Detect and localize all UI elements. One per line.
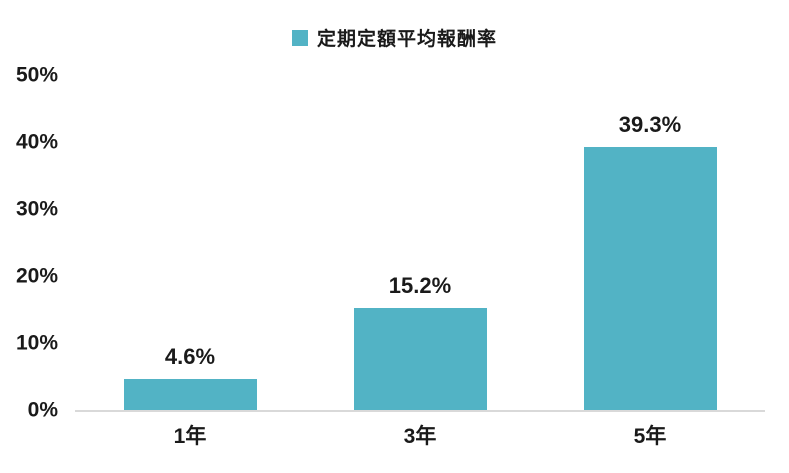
y-tick-label: 40% (15, 130, 58, 154)
y-tick-label: 30% (15, 197, 58, 221)
bar-value-label: 4.6% (164, 344, 216, 370)
bar-group: 39.3% (535, 75, 765, 410)
x-category-label: 5年 (633, 425, 667, 448)
legend-label: 定期定額平均報酬率 (316, 29, 497, 50)
y-tick-label: 20% (15, 264, 58, 288)
bar (353, 308, 487, 410)
x-category-label: 3年 (403, 425, 437, 448)
legend-swatch-icon (291, 29, 308, 46)
y-tick-label: 50% (15, 63, 58, 87)
bar (583, 146, 717, 410)
bar-value-label: 39.3% (618, 111, 682, 137)
bar (123, 379, 257, 410)
legend: 定期定額平均報酬率 (0, 24, 789, 51)
x-category-label: 1年 (173, 425, 207, 448)
y-tick-label: 10% (15, 331, 58, 355)
x-axis: 1年 3年 5年 (75, 422, 765, 451)
bar-value-label: 15.2% (388, 273, 452, 299)
y-axis: 0% 10% 20% 30% 40% 50% (10, 65, 58, 421)
bar-group: 15.2% (305, 75, 535, 410)
bar-group: 4.6% (75, 75, 305, 410)
plot-area: 4.6% 15.2% 39.3% (75, 75, 765, 412)
y-tick-label: 0% (27, 398, 58, 422)
